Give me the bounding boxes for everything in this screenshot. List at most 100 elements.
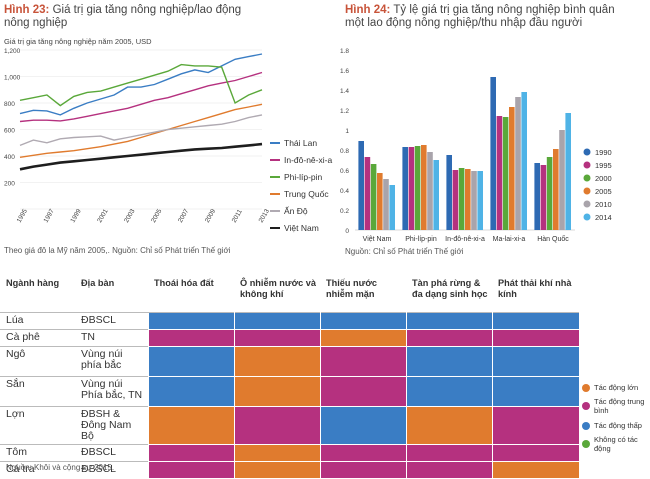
line-chart-legend: Thái Lan In-đô-nê-xi-a Phi-líp-pin Trung Qu…	[270, 138, 332, 238]
y-tick-label: 600	[4, 128, 15, 135]
legend-label: Thái Lan	[284, 138, 318, 148]
bar	[496, 116, 503, 230]
bar	[370, 164, 377, 230]
bar	[540, 165, 547, 230]
series-line	[19, 53, 263, 116]
x-tick-label: 2009	[204, 208, 217, 224]
matrix-legend-dot	[582, 421, 590, 430]
impact-cell	[147, 346, 235, 377]
matrix-row: Cà phê TN	[0, 329, 580, 347]
bar	[427, 152, 433, 230]
impact-cell	[405, 461, 493, 479]
bar	[458, 168, 465, 230]
legend-label: Trung Quốc	[284, 189, 329, 199]
matrix-row: Lợn ĐBSH & Đông Nam Bộ	[0, 406, 580, 445]
fig24-label: Hình 24:	[345, 4, 391, 16]
y-tick-label: 0.4	[340, 188, 349, 195]
series-line	[19, 142, 263, 171]
crop-name: Cà phê	[0, 329, 75, 347]
legend-label: 2014	[595, 213, 612, 222]
impact-cell	[319, 312, 407, 330]
bar	[433, 160, 439, 230]
legend-label: Ấn Độ	[284, 206, 308, 216]
legend-swatch	[270, 142, 280, 144]
x-tick-label: 2011	[231, 208, 244, 224]
x-tick-label: 2003	[123, 208, 136, 224]
legend-dot	[583, 174, 591, 182]
impact-cell	[319, 376, 407, 407]
category-label: Phi-líp-pin	[405, 236, 437, 243]
legend-item: Việt Nam	[270, 223, 319, 233]
x-tick-label: 2005	[150, 208, 163, 224]
x-tick-label: 2007	[177, 208, 190, 224]
bar	[534, 163, 540, 230]
bar	[471, 171, 477, 230]
impact-cell	[147, 329, 235, 347]
bar	[383, 179, 389, 230]
bar	[446, 155, 452, 230]
region-name: Vùng núi phía bắc	[75, 346, 148, 377]
impact-cell	[319, 461, 407, 479]
impact-cell	[491, 376, 580, 407]
matrix-legend-label: Không có tác động	[594, 435, 638, 453]
bar	[546, 157, 553, 230]
bar	[408, 147, 415, 230]
impact-cell	[491, 444, 580, 462]
bar	[490, 77, 496, 230]
impact-cell	[405, 312, 493, 330]
matrix-legend-label: Tác động thấp	[594, 421, 642, 430]
y-tick-label: 800	[4, 101, 15, 108]
fig23-title: Hình 23: Giá trị gia tăng nông nghiệp/la…	[4, 4, 241, 17]
bar	[421, 145, 427, 230]
impact-cell	[233, 312, 321, 330]
series-line	[19, 103, 263, 158]
fig23-title-line1: Giá trị gia tăng nông nghiệp/lao động	[52, 4, 242, 16]
y-tick-label: 0.6	[340, 168, 349, 175]
matrix-row: Tôm ĐBSCL	[0, 444, 580, 462]
header-land-degradation: Thoái hóa đất	[154, 278, 214, 288]
impact-cell	[405, 346, 493, 377]
impact-cell	[319, 346, 407, 377]
header-deforestation: Tàn phá rừng & đa dạng sinh học	[412, 278, 488, 299]
x-tick-label: 1999	[69, 208, 82, 224]
bar	[477, 171, 483, 230]
crop-name: Sắn	[0, 376, 75, 407]
matrix-legend-dot	[582, 383, 590, 392]
matrix-legend-label: Tác động trung bình	[594, 397, 645, 415]
bar-chart: 0 0.2 0.4 0.6 0.8 1 1.2 1.4 1.6 1.8 Việt Nam Phi-lí…	[340, 48, 612, 243]
region-name: TN	[75, 329, 148, 347]
x-tick-label: 1997	[43, 208, 56, 224]
matrix-row: Ngô Vùng núi phía bắc	[0, 346, 580, 377]
legend-swatch	[270, 193, 280, 195]
crop-name: Ngô	[0, 346, 75, 377]
legend-item: Ấn Độ	[270, 206, 308, 216]
legend-item: In-đô-nê-xi-a	[270, 155, 332, 165]
impact-cell	[147, 312, 235, 330]
matrix-legend-label: Tác động lớn	[594, 383, 639, 392]
impact-cell	[233, 329, 321, 347]
bar	[389, 185, 395, 230]
impact-cell	[405, 444, 493, 462]
y-tick-label: 1	[345, 128, 349, 135]
y-tick-label: 1.8	[340, 48, 349, 55]
category-label: Việt Nam	[363, 236, 392, 243]
legend-swatch	[270, 210, 280, 212]
region-name: ĐBSH & Đông Nam Bộ	[75, 406, 148, 445]
bar	[559, 130, 565, 230]
impact-cell	[233, 406, 321, 445]
legend-label: 2010	[595, 200, 612, 209]
legend-item: Phi-líp-pin	[270, 172, 322, 182]
legend-swatch	[270, 176, 280, 178]
impact-cell	[147, 461, 235, 479]
line-chart: 200 400 600 800 1,000 1,200 1995 1997 1999 2001 20…	[4, 48, 271, 224]
bar	[515, 97, 521, 230]
fig24-source: Nguồn: Chỉ số Phát triển Thế giới	[345, 247, 464, 256]
matrix-source: Nguồn: Khôi và cộng sự 2015.	[6, 463, 115, 472]
series-line	[19, 63, 263, 107]
bar	[509, 107, 515, 230]
legend-swatch	[270, 159, 280, 161]
category-label: Hàn Quốc	[537, 234, 569, 243]
matrix-row: Lúa ĐBSCL	[0, 312, 580, 330]
category-label: In-đô-nê-xi-a	[445, 236, 485, 243]
matrix-row: Sắn Vùng núi Phía bắc, TN	[0, 376, 580, 407]
